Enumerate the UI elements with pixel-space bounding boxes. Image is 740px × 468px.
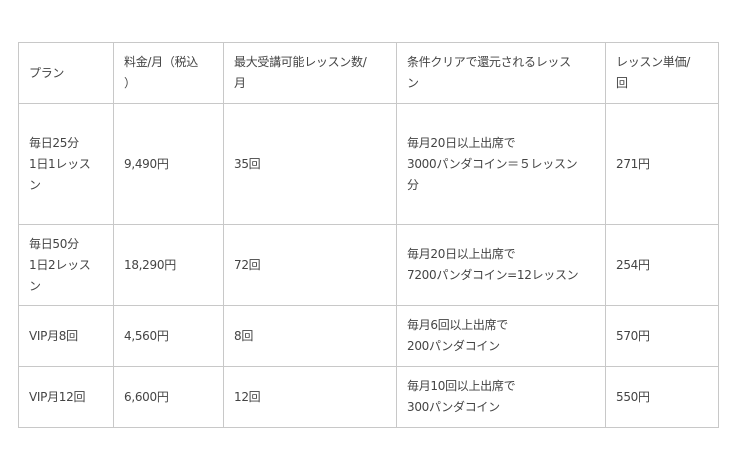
plan-comparison-table: プラン 料金/月（税込）最大受講可能レッスン数/月条件クリアで還元されるレッスンレ… [18,42,719,428]
cell-text-line: 3000パンダコイン＝５レッスン [407,156,578,171]
table-row: VIP月12回 6,600円 12回 毎月10回以上出席で 300パンダコイン 550円 [18,366,719,428]
cell-price: 18,290円 [113,224,224,306]
cell-unit-price: 570円 [605,305,719,367]
header-row: プラン 料金/月（税込）最大受講可能レッスン数/月条件クリアで還元されるレッスンレ… [18,42,719,104]
header-cell-plan: プラン [18,42,114,104]
cell-text-line: 回 [616,76,628,90]
cell-price: 6,600円 [113,366,224,428]
cell-max-lessons: 35回 [223,103,397,225]
cell-text-line: 12回 [234,389,261,404]
cell-reward: 毎月20日以上出席で 3000パンダコイン＝５レッスン分 [396,103,606,225]
cell-reward: 毎月10回以上出席で 300パンダコイン [396,366,606,428]
cell-text-line: 18,290円 [124,257,176,272]
cell-text-line: 1日1レッス [29,156,91,171]
cell-text-line: 料金/月（税込 [124,55,198,69]
table-row: VIP月8回 4,560円 8回 毎月6回以上出席で 200パンダコイン 570円 [18,305,719,367]
cell-unit-price: 550円 [605,366,719,428]
cell-text-line: ン [407,76,419,90]
cell-max-lessons: 12回 [223,366,397,428]
cell-plan: 毎日25分 1日1レッスン [18,103,114,225]
cell-text-line: 271円 [616,156,650,171]
table-row: 毎日25分 1日1レッスン 9,490円 35回 毎月20日以上出席で 3000パンダコイ… [18,103,719,225]
cell-reward: 毎月6回以上出席で 200パンダコイン [396,305,606,367]
cell-text-line: 毎日50分 [29,236,79,251]
cell-text-line: VIP月8回 [29,328,78,343]
cell-text-line: 6,600円 [124,389,169,404]
cell-text-line: 毎日25分 [29,135,79,150]
cell-text-line: 毎月20日以上出席で [407,135,516,150]
header-cell-max-lessons: 最大受講可能レッスン数/月 [223,42,397,104]
header-cell-price: 料金/月（税込 ） [113,42,224,104]
cell-text-line: 条件クリアで還元されるレッス [407,55,571,69]
cell-text-line: 570円 [616,328,650,343]
cell-text-line: 300パンダコイン [407,400,500,414]
cell-text-line: 35回 [234,156,261,171]
cell-max-lessons: 72回 [223,224,397,306]
cell-text-line: VIP月12回 [29,389,86,404]
cell-reward: 毎月20日以上出席で 7200パンダコイン=12レッスン [396,224,606,306]
cell-price: 9,490円 [113,103,224,225]
cell-plan: VIP月8回 [18,305,114,367]
cell-text-line: 8回 [234,328,254,343]
cell-text-line: 7200パンダコイン=12レッスン [407,268,579,282]
cell-plan: VIP月12回 [18,366,114,428]
cell-text-line: 9,490円 [124,156,169,171]
header-cell-unit-price: レッスン単価/回 [605,42,719,104]
cell-text-line: 分 [407,177,419,192]
cell-text-line: 毎月10回以上出席で [407,379,516,393]
cell-text-line: 1日2レッス [29,257,91,272]
cell-text-line: 254円 [616,257,650,272]
header-cell-reward: 条件クリアで還元されるレッスン [396,42,606,104]
cell-text-line: 最大受講可能レッスン数/ [234,55,367,69]
cell-text-line: ン [29,278,41,293]
cell-text-line: ） [124,76,136,90]
cell-text-line: 毎月6回以上出席で [407,318,508,332]
cell-text-line: 550円 [616,389,650,404]
table-row: 毎日50分 1日2レッスン 18,290円 72回 毎月20日以上出席で 7200パンダコ… [18,224,719,306]
cell-text-line: 72回 [234,257,261,272]
cell-text-line: レッスン単価/ [616,55,690,69]
cell-text-line: ン [29,177,41,192]
cell-price: 4,560円 [113,305,224,367]
cell-max-lessons: 8回 [223,305,397,367]
cell-text-line: 月 [234,76,246,90]
cell-plan: 毎日50分 1日2レッスン [18,224,114,306]
cell-text-line: プラン [29,65,65,80]
cell-unit-price: 254円 [605,224,719,306]
cell-text-line: 4,560円 [124,328,169,343]
cell-text-line: 毎月20日以上出席で [407,247,516,261]
cell-unit-price: 271円 [605,103,719,225]
cell-text-line: 200パンダコイン [407,339,500,353]
